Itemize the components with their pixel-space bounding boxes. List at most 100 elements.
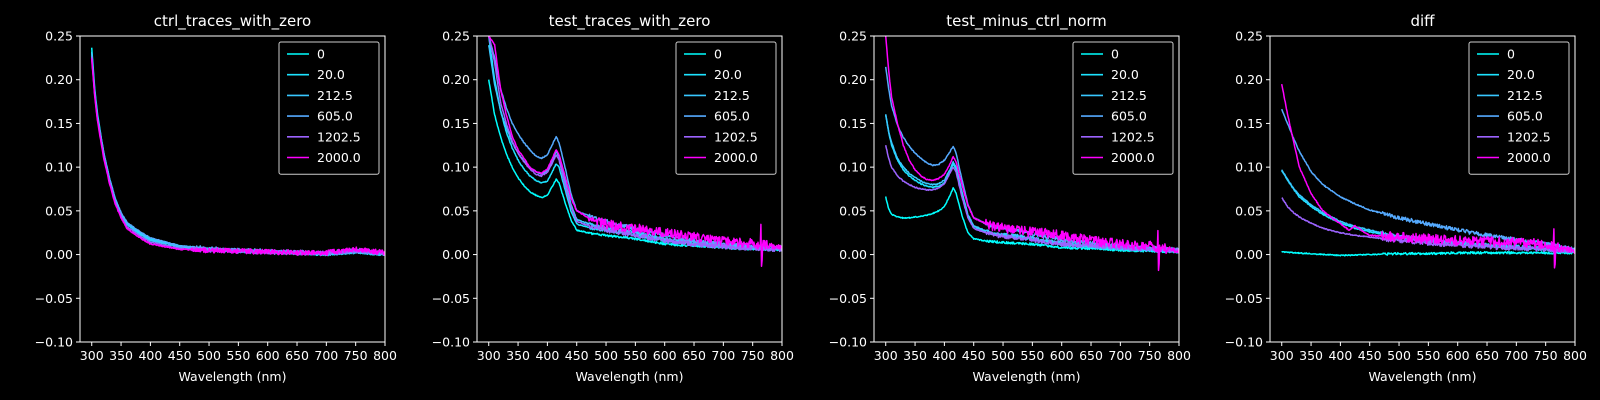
y-tick-label: −0.10 [432, 335, 470, 350]
legend-entry: 20.0 [1111, 67, 1139, 82]
y-tick-label: −0.05 [829, 291, 867, 306]
panel-ctrl-traces: ctrl_traces_with_zero Wavelength (nm) 30… [35, 12, 397, 384]
x-axis-label: Wavelength (nm) [576, 369, 684, 384]
x-axis-label: Wavelength (nm) [973, 369, 1081, 384]
x-tick-label: 400 [1328, 348, 1352, 363]
panel-title: test_minus_ctrl_norm [946, 12, 1107, 31]
x-tick-label: 550 [1416, 348, 1440, 363]
x-tick-label: 350 [109, 348, 133, 363]
x-tick-label: 650 [1079, 348, 1103, 363]
legend-entry: 1202.5 [317, 129, 361, 144]
panel-test-minus-ctrl: test_minus_ctrl_norm Wavelength (nm) 300… [829, 12, 1191, 384]
y-tick-label: 0.00 [45, 247, 73, 262]
legend-entry: 2000.0 [1507, 150, 1551, 165]
y-tick-label: 0.20 [839, 72, 867, 87]
legend-entry: 1202.5 [714, 129, 758, 144]
y-tick-label: −0.10 [35, 335, 73, 350]
panel-diff: diff Wavelength (nm) 300 350 400 450 500 550 6… [1225, 12, 1587, 384]
x-tick-label: 700 [1108, 348, 1132, 363]
panel-title: diff [1410, 12, 1435, 30]
trace-2000-0 [1280, 83, 1575, 269]
y-tick-label: −0.10 [829, 335, 867, 350]
trace-1202-5 [487, 36, 782, 253]
x-tick-label: 800 [373, 348, 397, 363]
y-tick-label: −0.05 [35, 291, 73, 306]
legend-entry: 20.0 [714, 67, 742, 82]
x-tick-label: 400 [138, 348, 162, 363]
y-tick-label: 0.25 [839, 29, 867, 44]
legend-entry: 605.0 [317, 109, 353, 124]
legend-entry: 2000.0 [317, 150, 361, 165]
legend-entry: 0 [1111, 47, 1119, 62]
legend-entry: 20.0 [1507, 67, 1535, 82]
trace-2000-0 [90, 58, 385, 257]
y-tick-label: 0.15 [442, 116, 470, 131]
x-tick-label: 450 [168, 348, 192, 363]
x-tick-label: 700 [314, 348, 338, 363]
y-tick-label: 0.15 [45, 116, 73, 131]
y-tick-label: 0.00 [442, 247, 470, 262]
axes-frame [79, 35, 386, 343]
y-tick-label: 0.05 [839, 203, 867, 218]
panel-test-traces: test_traces_with_zero Wavelength (nm) 30… [432, 12, 794, 384]
legend-entry: 1202.5 [1111, 129, 1155, 144]
y-tick-label: 0.20 [442, 72, 470, 87]
y-tick-label: 0.10 [1235, 160, 1263, 175]
x-tick-label: 500 [594, 348, 618, 363]
x-tick-label: 350 [1299, 348, 1323, 363]
y-tick-label: 0.05 [442, 203, 470, 218]
legend: 0 20.0 212.5 605.0 1202.5 2000.0 [1072, 41, 1174, 175]
panel-title: test_traces_with_zero [549, 12, 711, 31]
legend-entry: 2000.0 [714, 150, 758, 165]
legend-entry: 212.5 [714, 88, 750, 103]
legend-entry: 212.5 [317, 88, 353, 103]
y-tick-label: 0.25 [1235, 29, 1263, 44]
x-tick-label: 800 [1167, 348, 1191, 363]
x-tick-label: 550 [1020, 348, 1044, 363]
x-tick-label: 650 [1475, 348, 1499, 363]
traces [884, 36, 1179, 272]
x-tick-label: 300 [874, 348, 898, 363]
y-tick-label: 0.25 [45, 29, 73, 44]
panel-title: ctrl_traces_with_zero [154, 12, 311, 31]
x-tick-label: 400 [932, 348, 956, 363]
x-tick-label: 350 [506, 348, 530, 363]
legend-entry: 2000.0 [1111, 150, 1155, 165]
y-tick-label: −0.10 [1225, 335, 1263, 350]
legend-entry: 212.5 [1111, 88, 1147, 103]
y-tick-label: 0.25 [442, 29, 470, 44]
y-tick-label: 0.05 [45, 203, 73, 218]
legend-entry: 605.0 [1507, 109, 1543, 124]
x-tick-label: 600 [1446, 348, 1470, 363]
legend-entry: 212.5 [1507, 88, 1543, 103]
y-tick-label: 0.00 [1235, 247, 1263, 262]
legend: 0 20.0 212.5 605.0 1202.5 2000.0 [675, 41, 777, 175]
y-tick-label: 0.20 [45, 72, 73, 87]
y-tick-label: 0.15 [839, 116, 867, 131]
x-tick-label: 750 [1138, 348, 1162, 363]
x-tick-label: 300 [477, 348, 501, 363]
y-tick-label: 0.15 [1235, 116, 1263, 131]
axes-frame [476, 35, 783, 343]
legend-entry: 0 [714, 47, 722, 62]
traces [1280, 83, 1575, 269]
y-tick-label: 0.10 [442, 160, 470, 175]
x-tick-label: 750 [741, 348, 765, 363]
x-tick-label: 500 [991, 348, 1015, 363]
legend: 0 20.0 212.5 605.0 1202.5 2000.0 [1468, 41, 1570, 175]
legend-entry: 20.0 [317, 67, 345, 82]
x-tick-label: 450 [1358, 348, 1382, 363]
x-tick-label: 700 [711, 348, 735, 363]
x-axis-label: Wavelength (nm) [1369, 369, 1477, 384]
x-tick-label: 450 [565, 348, 589, 363]
trace-605-0 [1280, 108, 1575, 252]
x-tick-label: 650 [285, 348, 309, 363]
x-tick-label: 750 [344, 348, 368, 363]
x-tick-label: 300 [80, 348, 104, 363]
x-tick-label: 600 [256, 348, 280, 363]
trace-2000-0 [884, 36, 1179, 272]
trace-0 [1281, 250, 1575, 257]
traces [487, 36, 782, 268]
